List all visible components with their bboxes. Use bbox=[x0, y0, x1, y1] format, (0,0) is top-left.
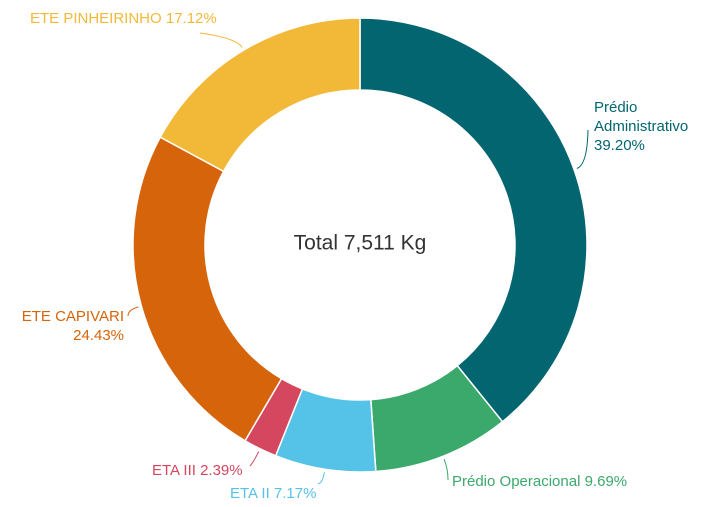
slice-label: ETA III 2.39% bbox=[152, 461, 272, 480]
leader-line bbox=[317, 472, 325, 485]
value-label: 7.17% bbox=[273, 485, 317, 502]
donut-slice bbox=[132, 136, 283, 442]
category-name: Prédio Operacional bbox=[452, 473, 581, 490]
donut-slice bbox=[159, 17, 361, 173]
category-name: ETE CAPIVARI bbox=[21, 308, 124, 325]
category-name: ETA II bbox=[230, 485, 270, 502]
category-name: Prédio Administrativo bbox=[594, 99, 689, 135]
value-label: 2.39% bbox=[200, 462, 243, 479]
leader-line bbox=[576, 129, 589, 169]
slice-label: Prédio Administrativo 39.20% bbox=[594, 98, 707, 155]
slice-label: Prédio Operacional 9.69% bbox=[452, 472, 672, 491]
slice-label: ETE CAPIVARI 24.43% bbox=[0, 307, 124, 345]
value-label: 17.12% bbox=[165, 10, 217, 27]
leader-line bbox=[249, 451, 260, 467]
value-label: 39.20% bbox=[594, 137, 645, 154]
slice-label: ETE PINHEIRINHO 17.12% bbox=[30, 9, 290, 28]
donut-slice bbox=[359, 17, 588, 423]
category-name: ETE PINHEIRINHO bbox=[30, 10, 162, 27]
leader-line bbox=[127, 306, 139, 317]
slice-label: ETA II 7.17% bbox=[230, 484, 350, 503]
category-name: ETA III bbox=[152, 462, 196, 479]
value-label: 9.69% bbox=[584, 473, 628, 490]
leader-line bbox=[199, 32, 243, 48]
leader-line bbox=[443, 458, 449, 481]
center-total: Total 7,511 Kg bbox=[294, 232, 427, 255]
value-label: 24.43% bbox=[73, 327, 124, 344]
